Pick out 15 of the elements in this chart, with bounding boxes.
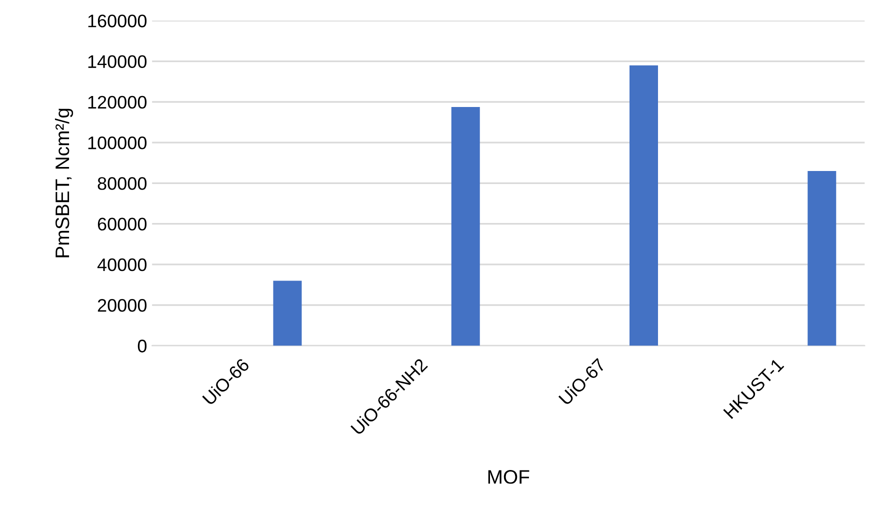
y-tick-label: 60000 (98, 218, 147, 231)
y-tick-label: 80000 (98, 177, 147, 190)
y-tick-label: 40000 (97, 258, 147, 272)
y-axis-title: PmSBET, Ncm²/g (54, 108, 74, 258)
y-tick-label: 0 (138, 340, 147, 352)
bar (630, 65, 658, 346)
y-tick-label: 120000 (88, 96, 147, 109)
y-tick-label: 140000 (88, 55, 147, 68)
y-tick-label: 20000 (98, 299, 147, 312)
bar (451, 106, 480, 346)
y-tick-label: 160000 (88, 14, 147, 28)
bar (808, 170, 836, 346)
x-axis-title: MOF (488, 470, 530, 484)
bar (273, 280, 302, 346)
y-tick-label: 100000 (88, 136, 147, 150)
